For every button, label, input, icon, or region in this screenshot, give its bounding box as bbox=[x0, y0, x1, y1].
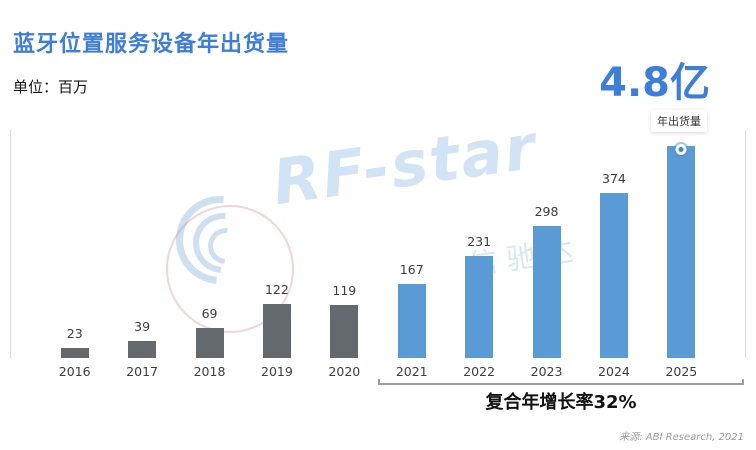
bar-2025 bbox=[667, 146, 696, 358]
bar-group-2021: 167 2021 bbox=[378, 130, 445, 379]
x-axis-label-2023: 2023 bbox=[530, 364, 563, 379]
bar-2016 bbox=[60, 348, 89, 358]
bar-value-label: 231 bbox=[467, 234, 492, 249]
bar-chart: 23 2016 39 2017 69 2018 122 2019 119 2020 167 2021 2… bbox=[10, 130, 746, 379]
bar-2017 bbox=[128, 341, 157, 358]
bar-group-2018: 69 2018 bbox=[176, 130, 243, 379]
bar-2020 bbox=[330, 305, 359, 358]
bar-2019 bbox=[262, 304, 291, 358]
bar-value-label: 23 bbox=[66, 326, 83, 341]
bar-group-2024: 374 2024 bbox=[580, 130, 647, 379]
bar-group-2023: 298 2023 bbox=[513, 130, 580, 379]
bar-2022 bbox=[465, 256, 494, 358]
bar-value-label: 374 bbox=[602, 171, 626, 186]
bar-group-2017: 39 2017 bbox=[108, 130, 175, 379]
source-text: 来源: ABI Research, 2021 bbox=[619, 432, 744, 443]
bar-2018 bbox=[195, 328, 224, 358]
cagr-label: 复合年增长率32% bbox=[485, 392, 637, 413]
bar-group-2016: 23 2016 bbox=[41, 130, 108, 379]
x-axis-label-2017: 2017 bbox=[126, 364, 159, 379]
highlight-value: 4.8亿 bbox=[599, 60, 710, 106]
bar-value-label: 167 bbox=[399, 262, 424, 277]
endpoint-marker bbox=[675, 144, 687, 155]
x-axis-label-2020: 2020 bbox=[328, 364, 361, 379]
x-axis-label-2016: 2016 bbox=[58, 364, 91, 379]
x-axis-label-2024: 2024 bbox=[598, 364, 630, 379]
x-axis-label-2021: 2021 bbox=[395, 364, 428, 379]
bar-group-2020: 119 2020 bbox=[311, 130, 378, 379]
cagr-bracket bbox=[378, 379, 744, 385]
unit-label: 单位：百万 bbox=[13, 78, 89, 96]
x-axis-label-2018: 2018 bbox=[193, 364, 226, 379]
bar-2023 bbox=[532, 226, 561, 358]
bar-2024 bbox=[599, 193, 628, 358]
bar-group-2025: 2025 bbox=[648, 130, 715, 379]
bar-value-label: 39 bbox=[134, 319, 151, 334]
page-title: 蓝牙位置服务设备年出货量 bbox=[13, 32, 290, 57]
series-label-chip: 年出货量 bbox=[651, 110, 707, 132]
bar-value-label: 298 bbox=[534, 204, 559, 219]
bar-value-label: 119 bbox=[332, 283, 357, 298]
bar-2021 bbox=[397, 284, 426, 358]
x-axis-label-2025: 2025 bbox=[665, 364, 698, 379]
bar-group-2019: 122 2019 bbox=[243, 130, 310, 379]
x-axis-label-2022: 2022 bbox=[463, 364, 496, 379]
bar-value-label: 122 bbox=[264, 282, 289, 297]
bar-value-label: 69 bbox=[201, 306, 218, 321]
x-axis-label-2019: 2019 bbox=[261, 364, 293, 379]
bars-layer: 23 2016 39 2017 69 2018 122 2019 119 2020 167 2021 2… bbox=[41, 130, 715, 379]
bar-group-2022: 231 2022 bbox=[445, 130, 512, 379]
